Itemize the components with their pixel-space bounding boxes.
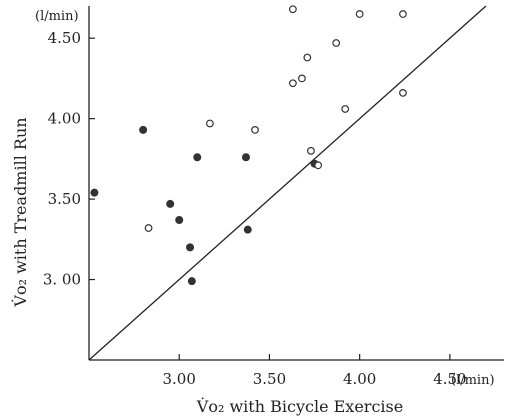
data-points bbox=[90, 5, 407, 286]
open-data-point bbox=[399, 88, 407, 97]
open-data-point bbox=[251, 125, 259, 134]
open-data-point bbox=[288, 5, 297, 14]
open-data-point bbox=[314, 161, 323, 170]
open-data-point bbox=[307, 146, 315, 155]
tick-marks bbox=[89, 37, 451, 360]
y-tick-label: 4.50 bbox=[48, 29, 81, 47]
x-tick-label: 4.00 bbox=[343, 370, 376, 388]
y-tick-label: 3.50 bbox=[48, 190, 81, 208]
identity-line-group bbox=[88, 5, 487, 361]
filled-data-point bbox=[193, 153, 202, 162]
y-tick-label: 4.00 bbox=[48, 110, 81, 128]
open-data-point bbox=[288, 79, 297, 88]
y-axis-title: V̇o₂ with Treadmill Run bbox=[11, 117, 30, 307]
filled-data-point bbox=[243, 225, 252, 234]
x-axis-title: V̇o₂ with Bicycle Exercise bbox=[196, 397, 403, 416]
x-tick-label: 4.50 bbox=[433, 370, 466, 388]
y-tick-label: 3. 00 bbox=[43, 271, 81, 289]
x-tick-label: 3.00 bbox=[163, 370, 196, 388]
open-data-point bbox=[205, 119, 214, 128]
filled-data-point bbox=[166, 199, 175, 208]
open-data-point bbox=[303, 53, 312, 62]
filled-data-point bbox=[241, 153, 250, 162]
identity-line bbox=[88, 5, 487, 361]
y-axis-unit: (l/min) bbox=[35, 9, 79, 24]
x-tick-label: 3.50 bbox=[253, 370, 286, 388]
filled-data-point bbox=[186, 243, 195, 252]
open-data-point bbox=[399, 10, 407, 18]
open-data-point bbox=[144, 224, 153, 232]
tick-labels: 3.00 3.50 4.00 4.50 3. 00 3.50 4.00 4.50 bbox=[43, 29, 467, 388]
open-data-point bbox=[341, 105, 350, 113]
filled-data-point bbox=[175, 216, 184, 225]
filled-data-point bbox=[187, 277, 196, 286]
open-data-point bbox=[298, 74, 306, 83]
open-data-point bbox=[355, 10, 364, 18]
filled-data-point bbox=[139, 125, 148, 134]
x-axis-unit: (l/min) bbox=[451, 373, 495, 388]
filled-data-point bbox=[90, 188, 99, 197]
open-data-point bbox=[332, 39, 341, 47]
axes bbox=[88, 6, 504, 361]
